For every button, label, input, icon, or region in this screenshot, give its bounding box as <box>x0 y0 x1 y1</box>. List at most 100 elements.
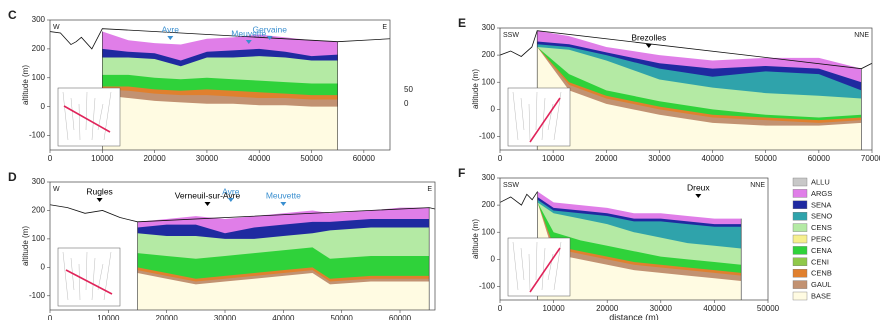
direction-right: E <box>382 24 387 31</box>
x-tick-label: 50000 <box>755 154 778 163</box>
place-marker <box>280 202 287 206</box>
y-tick-label: 100 <box>32 234 46 243</box>
direction-left: W <box>53 186 60 193</box>
inset-section <box>529 247 561 293</box>
x-tick-label: 40000 <box>248 154 271 163</box>
inset-road <box>103 251 112 301</box>
panel-label: D <box>8 170 17 184</box>
y-tick-label: 100 <box>32 73 46 82</box>
inset-road <box>520 97 525 131</box>
legend-swatch <box>792 246 808 255</box>
legend-label: PERC <box>811 234 832 243</box>
x-axis-label: distance (m) <box>609 312 659 320</box>
place-marker <box>167 36 174 40</box>
x-tick-label: 10000 <box>542 304 565 313</box>
y-tick-label: 100 <box>482 227 496 236</box>
inset-map <box>507 87 571 147</box>
x-tick-label: 10000 <box>97 314 120 320</box>
y-axis-label: altitude (m) <box>21 226 30 266</box>
inset-road <box>103 91 112 141</box>
inset-road <box>541 97 546 141</box>
layer <box>137 273 430 310</box>
legend-swatch <box>792 234 808 244</box>
section <box>50 28 390 150</box>
panel-label: C <box>8 8 17 22</box>
x-tick-label: 0 <box>498 154 503 163</box>
place-marker <box>204 202 211 206</box>
place-label: Meuvette <box>231 28 266 38</box>
x-tick-label: 30000 <box>214 314 237 320</box>
x-tick-label: 0 <box>498 304 503 313</box>
inset-road <box>85 91 88 131</box>
place-marker <box>245 40 252 44</box>
legend-label: ARGS <box>811 189 832 198</box>
place-marker <box>96 198 103 202</box>
inset-road <box>520 247 525 281</box>
inset-road <box>528 103 531 141</box>
place-label: Verneuil-sur-Avre <box>175 190 241 200</box>
legend-label: SENO <box>811 212 832 221</box>
place-label: Avre <box>162 24 180 34</box>
plot-frame <box>49 181 436 311</box>
inset-road <box>62 91 69 141</box>
direction-right: E <box>427 186 432 193</box>
y-tick-label: 200 <box>482 50 496 59</box>
topography <box>50 28 390 50</box>
inset-road <box>70 97 75 131</box>
direction-right: NNE <box>854 32 869 39</box>
place-label: Avre <box>222 186 240 196</box>
y-axis-label: altitude (m) <box>471 69 480 109</box>
x-tick-label: 20000 <box>596 304 619 313</box>
plot-frame <box>499 177 769 301</box>
section <box>500 191 742 300</box>
y-tick-label: 300 <box>32 15 46 24</box>
x-tick-label: 0 <box>48 154 53 163</box>
inset-road <box>512 241 519 291</box>
legend-swatch <box>792 257 808 266</box>
legend-swatch <box>792 211 808 221</box>
x-tick-label: 10000 <box>542 154 565 163</box>
plot-frame <box>499 27 873 151</box>
y-tick-label: 0 <box>41 262 46 271</box>
legend-label: GAUL <box>811 280 831 289</box>
y-tick-label: 300 <box>482 173 496 182</box>
place-label: Rugles <box>86 186 112 196</box>
x-tick-label: 40000 <box>701 154 724 163</box>
legend-label: CENS <box>811 223 832 232</box>
direction-left: W <box>53 24 60 31</box>
y-tick-label: -100 <box>479 282 496 291</box>
inset-road <box>553 91 562 141</box>
inset-section <box>65 269 113 295</box>
x-tick-label: 50000 <box>300 154 323 163</box>
y-tick-label: 200 <box>482 200 496 209</box>
section <box>50 204 435 310</box>
legend-swatch <box>792 291 808 301</box>
x-tick-label: 60000 <box>808 154 831 163</box>
place-marker <box>227 198 234 202</box>
inset-road <box>62 251 69 301</box>
y-tick-label: 300 <box>32 177 46 186</box>
inset-road <box>91 97 96 141</box>
place-label: Meuvette <box>266 190 301 200</box>
legend-swatch <box>792 223 808 232</box>
inset-road <box>535 241 538 281</box>
layer <box>102 95 338 150</box>
y-tick-label: -100 <box>29 291 46 300</box>
y-tick-label: -100 <box>479 132 496 141</box>
inset-section <box>529 97 561 143</box>
inset-map <box>507 237 571 297</box>
legend-swatch <box>792 269 808 278</box>
layer <box>537 46 862 150</box>
legend-label: CENA <box>811 246 832 255</box>
x-tick-label: 40000 <box>272 314 295 320</box>
x-tick-label: 30000 <box>196 154 219 163</box>
side-label: 0 <box>404 99 409 108</box>
legend-swatch <box>792 177 808 187</box>
inset-road <box>535 91 538 131</box>
legend: ALLU ARGS SENA SENO CENS PERC CENA CENI CENB GAUL… <box>792 177 832 301</box>
place-label: Gervaine <box>252 24 287 34</box>
x-tick-label: 20000 <box>143 154 166 163</box>
inset-section <box>63 105 111 133</box>
x-tick-label: 30000 <box>648 154 671 163</box>
